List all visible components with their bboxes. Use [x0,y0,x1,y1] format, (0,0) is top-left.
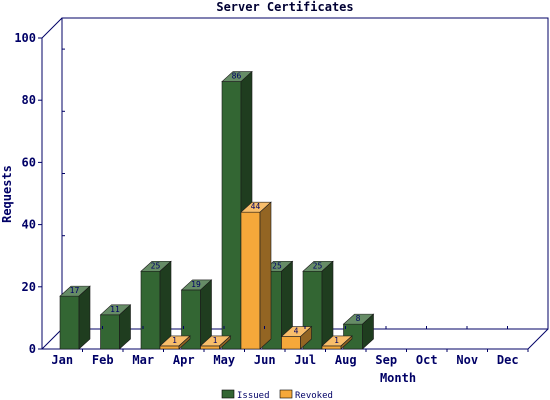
y-tick-label: 60 [22,155,36,169]
frame-edge [41,17,63,39]
bar-issued [140,260,172,350]
y-axis-title: Requests [0,165,14,223]
y-tick-label: 80 [22,93,36,107]
y-axis: 0 20 40 60 80 100 [14,31,65,356]
data-label: 25 [313,261,323,270]
data-label: 17 [70,286,80,295]
bar-revoked [199,335,232,350]
x-tick-label: Apr [173,353,195,367]
legend-swatch [221,389,235,399]
bar-revoked [159,335,191,350]
bar-issued [99,304,132,350]
data-label: 1 [334,336,339,345]
x-tick-label: Dec [497,353,519,367]
chart-title: Server Certificates [216,0,353,14]
x-axis: Jan Feb Mar Apr May Jun Jul Aug Sep Oct Nov Dec [51,326,549,367]
bar-revoked [321,335,353,350]
x-tick-label: Mar [132,353,154,367]
x-tick-label: Aug [335,353,357,367]
x-tick-label: Sep [375,353,397,367]
y-tick-label: 0 [29,342,36,356]
data-label: 44 [251,202,261,211]
x-tick-label: May [213,353,235,367]
legend-label: Issued [237,391,270,400]
data-label: 19 [191,280,201,289]
data-label: 1 [172,336,177,345]
y-tick-label: 20 [22,280,36,294]
y-tick-label: 100 [14,31,36,45]
x-tick-label: Feb [92,353,114,367]
frame-edge [527,328,549,350]
x-tick-label: Jul [294,353,316,367]
data-label: 4 [294,327,299,336]
x-tick-label: Jun [254,353,276,367]
plot-frame [41,17,549,350]
x-tick-label: Oct [416,353,438,367]
data-label: 8 [356,314,361,323]
data-label: 1 [213,336,218,345]
bar-issued [180,279,213,350]
data-label: 25 [151,261,161,270]
legend-label: Revoked [295,391,333,400]
bar-revoked [240,201,272,350]
frame-edge [41,328,63,350]
bar-issued [59,285,91,350]
legend: Issued Revoked [221,389,333,400]
legend-swatch [279,389,293,399]
x-tick-label: Nov [456,353,478,367]
data-label: 25 [272,261,282,270]
y-tick-label: 40 [22,218,36,232]
data-label: 86 [232,72,242,81]
bar-revoked [280,325,313,350]
x-tick-label: Jan [51,353,73,367]
x-axis-title: Month [380,371,416,385]
data-label: 11 [110,305,120,314]
